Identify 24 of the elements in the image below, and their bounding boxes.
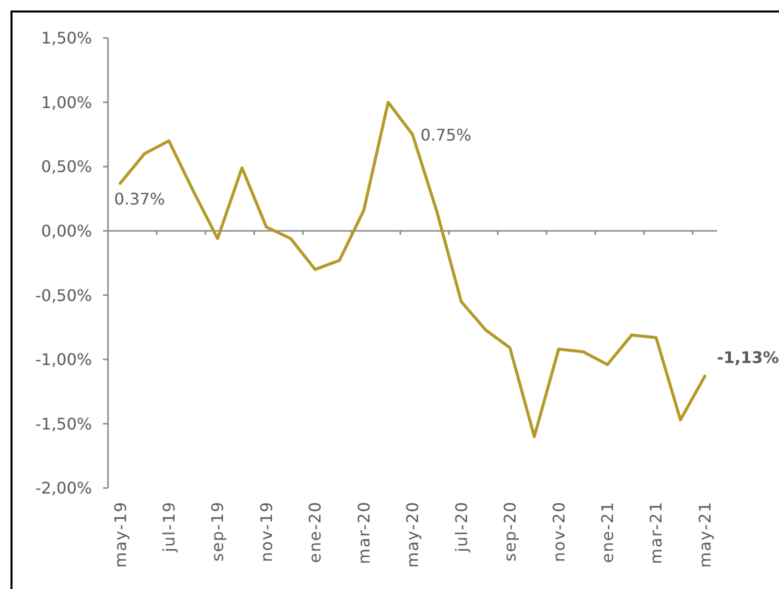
x-tick-label: jul-20 [452, 501, 471, 554]
y-tick-label: 1,00% [41, 92, 92, 112]
x-tick-label: nov-20 [549, 501, 568, 562]
x-tick-label: sep-20 [500, 501, 520, 562]
data-label: 0.37% [114, 189, 166, 208]
data-label: 0.75% [420, 125, 472, 144]
x-tick-label: nov-19 [256, 501, 276, 562]
x-tick-label: may-21 [695, 501, 714, 568]
y-tick-label: -0,50% [35, 286, 92, 305]
x-tick-label: mar-21 [646, 501, 666, 564]
data-label: -1,13% [716, 348, 779, 368]
x-tick-label: may-20 [403, 501, 422, 568]
x-tick-label: may-19 [110, 501, 130, 568]
y-tick-label: -2,00% [35, 478, 92, 498]
x-tick-label: ene-20 [306, 501, 325, 563]
x-tick-label: ene-21 [598, 501, 617, 563]
y-tick-label: -1,00% [35, 350, 92, 370]
y-tick-label: 1,50% [41, 28, 92, 48]
y-tick-label: -1,50% [35, 414, 92, 434]
x-tick-label: jul-19 [160, 501, 178, 554]
y-tick-label: 0,00% [41, 221, 92, 240]
x-tick-label: sep-19 [208, 501, 228, 562]
y-tick-label: 0,50% [41, 157, 92, 176]
x-tick-label: mar-20 [354, 501, 374, 564]
